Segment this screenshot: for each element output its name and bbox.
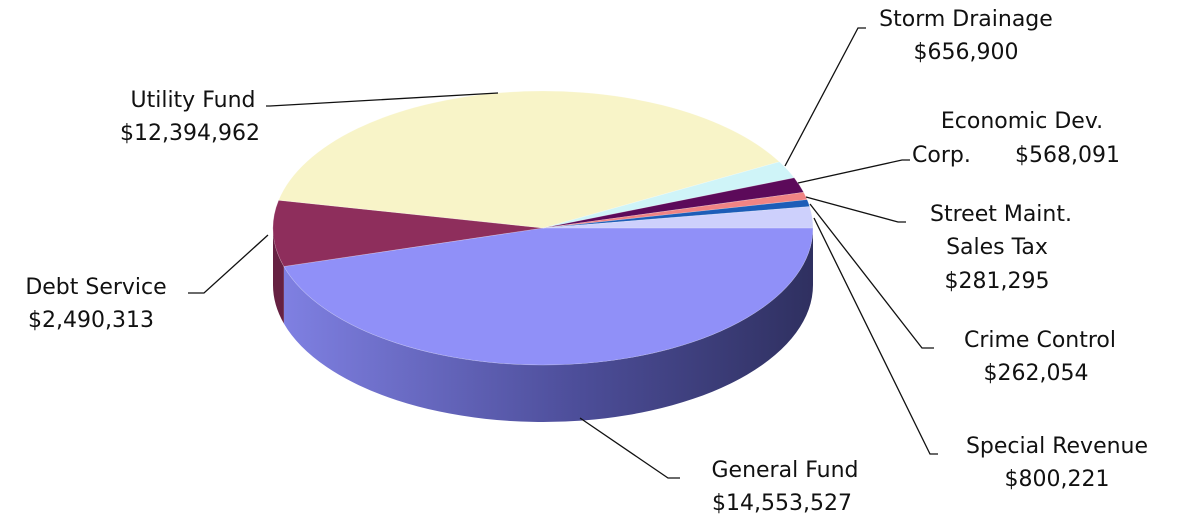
label-utility-fund-value: $12,394,962 (120, 121, 260, 146)
pie-slice-street-maint-sales-tax (542, 191, 808, 229)
data-labels: Storm Drainage $656,900 Utility Fund $12… (25, 7, 1148, 516)
label-special-revenue-name: Special Revenue (966, 434, 1148, 459)
label-storm-drainage-name: Storm Drainage (879, 7, 1053, 32)
leader-line-special-revenue (813, 217, 938, 455)
label-general-fund-value: $14,553,527 (712, 491, 852, 516)
pie-slice-economic-dev-corp (542, 177, 805, 229)
leader-line-crime-control (809, 203, 934, 349)
pie-slice-utility-fund (278, 90, 780, 229)
pie-top-faces (272, 90, 814, 366)
label-storm-drainage-value: $656,900 (914, 40, 1019, 65)
pie-slice-debt-service (272, 199, 544, 267)
leader-line-storm-drainage (784, 27, 866, 167)
label-street-maint-value: $281,295 (945, 269, 1050, 294)
leader-line-utility-fund (266, 92, 499, 107)
pie-side-general-fund (283, 228, 813, 422)
leader-line-debt-service (188, 234, 269, 294)
leader-line-street-maint (805, 196, 906, 223)
leader-line-economic-dev (797, 159, 910, 184)
label-crime-control-value: $262,054 (984, 361, 1089, 386)
label-special-revenue-value: $800,221 (1005, 467, 1110, 492)
label-street-maint-sub: Sales Tax (946, 235, 1048, 260)
pie-slice-general-fund (283, 227, 814, 366)
pie-3d-sides (273, 228, 813, 422)
label-general-fund-name: General Fund (712, 458, 859, 483)
label-crime-control-name: Crime Control (964, 328, 1116, 353)
pie-slice-special-revenue (542, 206, 814, 229)
label-debt-service-name: Debt Service (25, 275, 166, 300)
label-street-maint-name: Street Maint. (930, 202, 1072, 227)
leader-lines (188, 27, 938, 479)
leader-line-general-fund (579, 417, 680, 479)
label-economic-dev-name: Economic Dev. (941, 109, 1103, 134)
label-debt-service-value: $2,490,313 (28, 308, 154, 333)
pie-slice-storm-drainage (542, 161, 795, 229)
pie-side-debt-service (273, 228, 284, 324)
label-utility-fund-name: Utility Fund (130, 88, 255, 113)
label-economic-dev-corp: Corp. (912, 143, 971, 168)
label-economic-dev-value: $568,091 (1015, 143, 1120, 168)
pie-slice-crime-control (542, 199, 811, 229)
